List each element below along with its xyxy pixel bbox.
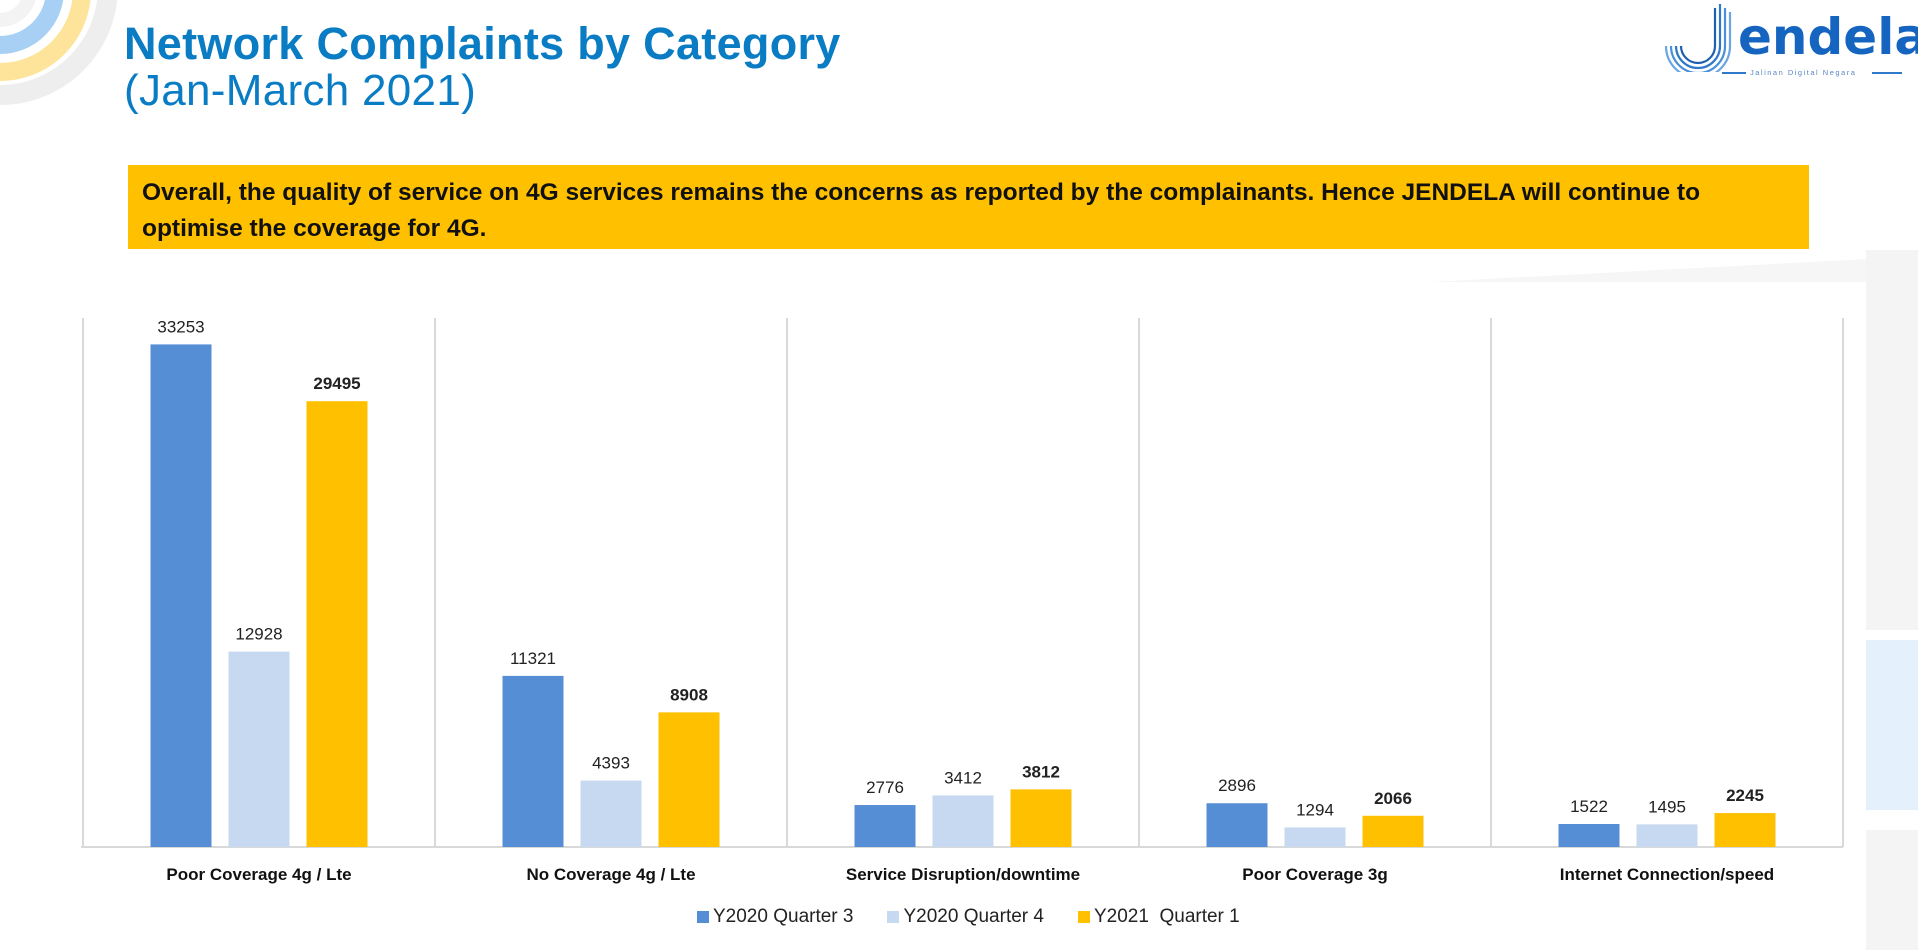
logo-j-icon	[1664, 4, 1732, 72]
logo-wordmark: endela	[1738, 8, 1918, 66]
page-title: Network Complaints by Category	[124, 18, 841, 69]
chart-legend: Y2020 Quarter 3 Y2020 Quarter 4 Y2021 Qu…	[697, 906, 1240, 928]
bar	[1284, 827, 1346, 847]
logo-tagline: Jalinan Digital Negara	[1750, 68, 1857, 77]
data-label: 3412	[944, 768, 982, 787]
bar	[854, 805, 916, 847]
bar	[306, 401, 368, 847]
bar	[580, 780, 642, 847]
bar	[1010, 789, 1072, 847]
bar-chart: 33253 12928 29495 Poor Coverage 4g / Lte 113…	[81, 317, 1844, 884]
bar	[1362, 815, 1424, 847]
data-label: 33253	[157, 317, 204, 336]
legend-swatch	[887, 911, 900, 923]
page-subtitle: (Jan-March 2021)	[124, 66, 477, 115]
category-label: Service Disruption/downtime	[846, 865, 1080, 884]
legend-item: Y2020 Quarter 3	[697, 906, 853, 928]
bar	[502, 675, 564, 847]
legend-label: Y2021 Quarter 1	[1093, 906, 1240, 927]
legend-item: Y2020 Quarter 4	[887, 906, 1044, 928]
background-decoration	[1866, 830, 1918, 950]
data-label: 2776	[866, 778, 904, 797]
chart-panel: 33253 12928 29495 Poor Coverage 4g / Lte 113…	[0, 282, 1866, 950]
data-label: 11321	[510, 649, 556, 668]
bar	[1206, 803, 1268, 847]
data-label: 2066	[1374, 789, 1412, 808]
bar	[1558, 823, 1620, 847]
category-label: Poor Coverage 3g	[1242, 865, 1388, 884]
data-label: 3812	[1022, 762, 1060, 781]
legend-swatch	[697, 911, 709, 923]
data-label: 4393	[592, 754, 630, 773]
bar	[1714, 813, 1776, 847]
legend-item: Y2021 Quarter 1	[1077, 906, 1240, 928]
bar	[228, 651, 290, 847]
data-label: 29495	[313, 374, 360, 393]
logo-divider	[1872, 72, 1902, 74]
background-decoration	[1866, 250, 1918, 630]
background-decoration	[1866, 640, 1918, 810]
data-label: 2896	[1218, 776, 1256, 795]
legend-swatch	[1077, 911, 1090, 923]
data-label: 1294	[1296, 800, 1334, 819]
jendela-logo: endela Jalinan Digital Negara	[1660, 2, 1918, 80]
bar	[932, 795, 994, 847]
data-label: 8908	[670, 685, 708, 704]
data-label: 1495	[1648, 797, 1686, 816]
category-label: Internet Connection/speed	[1560, 865, 1774, 884]
summary-banner: Overall, the quality of service on 4G se…	[128, 165, 1809, 249]
legend-label: Y2020 Quarter 4	[903, 906, 1044, 927]
data-label: 12928	[235, 625, 282, 644]
data-label: 1522	[1570, 797, 1608, 816]
logo-divider	[1722, 72, 1746, 74]
bar	[1636, 824, 1698, 847]
data-label: 2245	[1726, 786, 1764, 805]
legend-label: Y2020 Quarter 3	[713, 906, 854, 927]
signal-arcs-icon	[0, 0, 118, 105]
category-label: Poor Coverage 4g / Lte	[166, 865, 351, 884]
category-label: No Coverage 4g / Lte	[526, 865, 695, 884]
bar	[150, 344, 212, 847]
bar	[658, 712, 720, 847]
